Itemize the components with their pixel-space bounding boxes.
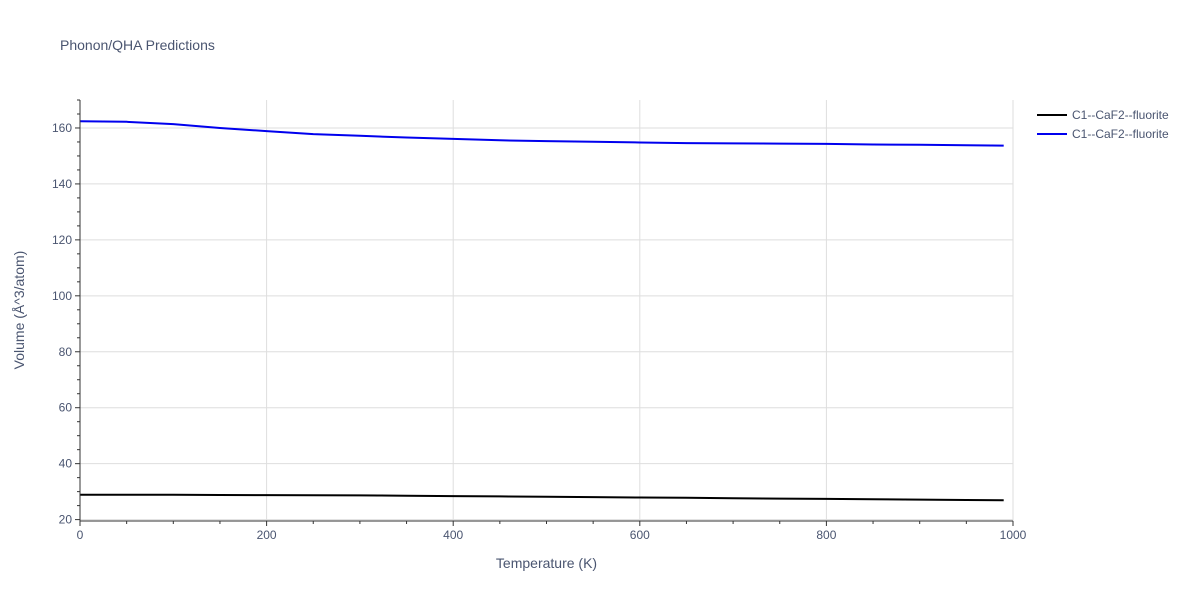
y-tick-label: 80: [59, 345, 73, 359]
chart-title: Phonon/QHA Predictions: [60, 37, 215, 53]
x-tick-label: 0: [77, 528, 84, 542]
x-tick-label: 200: [257, 528, 277, 542]
legend-item-2[interactable]: C1--CaF2--fluorite: [1037, 127, 1169, 141]
y-tick-label: 60: [59, 401, 73, 415]
plot-area: [79, 120, 1004, 502]
x-axis-title: Temperature (K): [496, 555, 597, 571]
y-tick-label: 20: [59, 513, 73, 527]
y-tick-label: 160: [52, 121, 72, 135]
y-axis-title: Volume (Å^3/atom): [11, 251, 27, 370]
y-tick-label: 40: [59, 457, 73, 471]
series-line-1[interactable]: [80, 493, 1004, 502]
axes: 20 40 60 80 100 120 140 160 0 200 400 600 800 1000: [52, 99, 1027, 542]
x-tick-label: 1000: [1000, 528, 1027, 542]
legend[interactable]: C1--CaF2--fluorite C1--CaF2--fluorite: [1037, 108, 1169, 141]
series-line-2[interactable]: [79, 120, 1004, 147]
x-tick-label: 400: [443, 528, 463, 542]
legend-label: C1--CaF2--fluorite: [1072, 108, 1169, 122]
x-tick-label: 800: [816, 528, 836, 542]
legend-item-1[interactable]: C1--CaF2--fluorite: [1037, 108, 1169, 122]
y-tick-label: 120: [52, 233, 72, 247]
y-tick-label: 100: [52, 289, 72, 303]
y-tick-label: 140: [52, 177, 72, 191]
grid: [80, 100, 1014, 521]
legend-label: C1--CaF2--fluorite: [1072, 127, 1169, 141]
x-tick-label: 600: [630, 528, 650, 542]
